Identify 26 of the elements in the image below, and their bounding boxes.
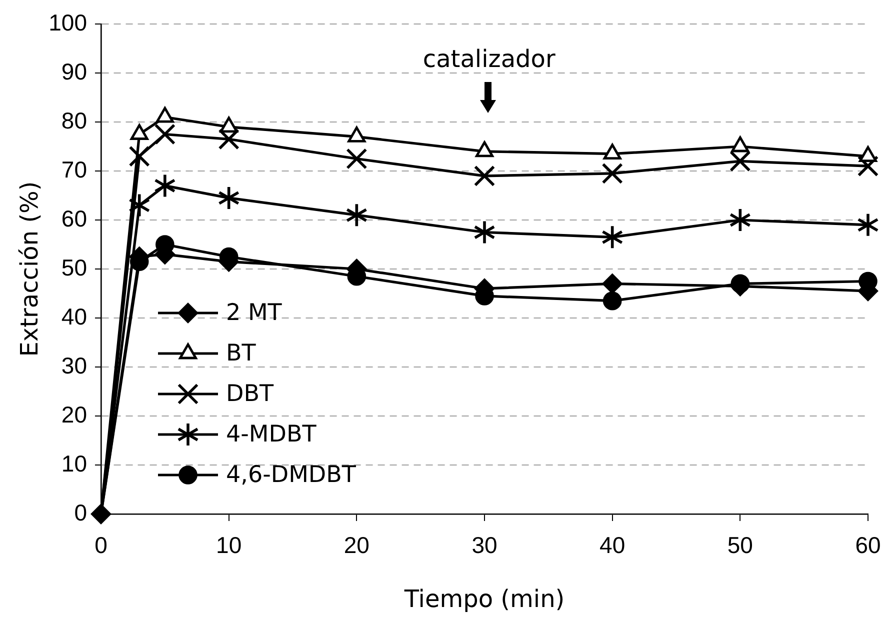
x-axis-title: Tiempo (min) [403,584,565,613]
legend-label: BT [226,340,257,366]
legend-label: 2 MT [226,300,283,326]
x-tick-label: 20 [344,532,370,558]
x-tick-label: 0 [94,532,108,558]
x-tick-label: 40 [600,532,626,558]
x-tick-label: 30 [472,532,498,558]
y-tick-label: 30 [61,352,87,378]
legend-label: DBT [226,380,274,407]
y-tick-label: 70 [61,156,87,182]
x-tick-label: 60 [855,532,881,558]
annotation: catalizador [422,45,556,73]
x-tick-label: 10 [216,532,242,558]
y-tick-label: 80 [61,107,87,134]
y-axis-title: Extracción (%) [16,181,44,357]
y-tick-label: 60 [61,205,87,232]
y-tick-label: 0 [74,499,87,526]
y-tick-label: 50 [61,254,87,280]
y-tick-label: 40 [61,303,87,330]
y-tick-label: 100 [48,9,87,36]
legend-label: 4,6-DMDBT [226,462,357,488]
y-tick-label: 20 [61,401,87,428]
legend-label: 4-MDBT [226,421,318,448]
y-tick-label: 10 [61,450,87,476]
x-tick-label: 50 [727,532,753,558]
y-tick-label: 90 [61,58,87,84]
